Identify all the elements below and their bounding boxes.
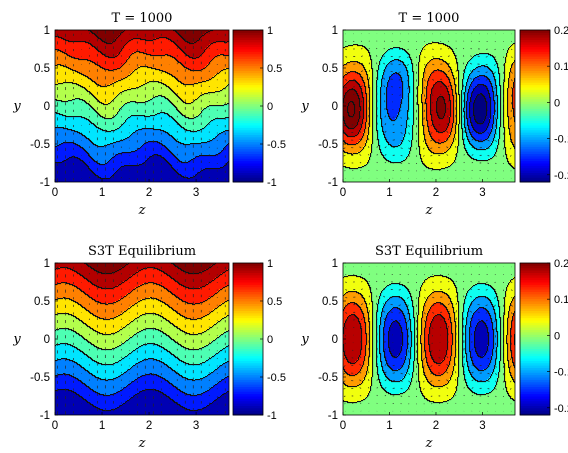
y-tick-label: 0.5: [322, 296, 338, 308]
colorbar-tick-label: 0.5: [267, 296, 282, 308]
y-axis-label: y: [12, 332, 21, 347]
quiver-3: [57, 263, 226, 415]
y-tick-label: -0.5: [318, 139, 338, 151]
panel-title: T = 1000: [112, 11, 173, 26]
x-tick-label: 2: [146, 420, 152, 432]
x-tick-label: 3: [479, 187, 485, 199]
y-tick-label: -0.5: [30, 139, 50, 151]
quiver-2: [343, 33, 513, 179]
y-tick-label: 1: [44, 258, 50, 270]
y-tick-label: 0: [44, 101, 50, 113]
y-axis-label: y: [300, 332, 309, 347]
y-tick-label: 1: [332, 258, 338, 270]
colorbar-tick-label: 1: [267, 258, 273, 270]
contour-lines-1: [55, 30, 229, 180]
colorbar-1: -1 -0.5 0 0.5 1: [232, 25, 286, 189]
y-tick-label: -0.5: [30, 372, 50, 384]
colorbar-2: -0.2 -0.1 0 0.1 0.2: [519, 25, 568, 183]
y-tick-label: 0: [332, 334, 338, 346]
y-tick-label: -1: [328, 177, 338, 189]
colorbar-tick-label: -0.2: [554, 170, 568, 182]
colorbar-tick-label: 0.2: [554, 258, 568, 270]
x-tick-label: 2: [433, 187, 439, 199]
x-tick-label: 3: [193, 420, 199, 432]
colorbar-tick-label: -0.5: [267, 139, 286, 151]
x-tick-label: 0: [52, 187, 58, 199]
panel-title: S3T Equilibrium: [375, 244, 483, 259]
colorbar-tick-label: 0: [267, 101, 273, 113]
colorbar-tick-label: -0.1: [554, 367, 568, 379]
colorbar-tick-label: 0: [267, 334, 273, 346]
panel-title: S3T Equilibrium: [88, 244, 196, 259]
y-axis-label: y: [300, 99, 309, 114]
x-tick-label: 0: [340, 420, 346, 432]
x-tick-label: 3: [479, 420, 485, 432]
contour-lines-4: [343, 275, 515, 404]
colorbar-tick-label: 1: [267, 25, 273, 37]
panel-1: 0 1 2 3 -1 -0.5 0 0.5 1 T = 1000 z y -1 -0.5 0 0.5 1: [12, 11, 286, 218]
x-tick-label: 2: [146, 187, 152, 199]
colorbar-tick-label: 0.5: [267, 63, 282, 75]
y-axis-label: y: [12, 99, 21, 114]
panel-2: 0 1 2 3 -1 -0.5 0 0.5 1 T = 1000 z y -0.2 -0.1 0 0.1 0.2: [300, 11, 568, 218]
y-tick-label: -0.5: [318, 372, 338, 384]
colorbar-tick-label: -0.5: [267, 372, 286, 384]
panel-3: 0 1 2 3 -1 -0.5 0 0.5 1 S3T Equilibrium z y -1 -0.5 0 0…: [12, 244, 286, 451]
quiver-4: [343, 266, 513, 412]
colorbar-tick-label: -0.2: [554, 403, 568, 415]
x-tick-label: 2: [433, 420, 439, 432]
x-tick-label: 1: [99, 420, 105, 432]
x-tick-label: 0: [52, 420, 58, 432]
y-tick-label: 0.5: [322, 63, 338, 75]
colorbar-tick-label: 0: [554, 97, 560, 109]
y-tick-label: -1: [40, 177, 50, 189]
x-axis-label: z: [138, 436, 146, 451]
colorbar-3: -1 -0.5 0 0.5 1: [232, 258, 286, 422]
quiver-1: [57, 30, 226, 182]
colorbar-tick-label: -1: [267, 177, 277, 189]
y-tick-label: 0: [44, 334, 50, 346]
y-tick-label: 1: [332, 25, 338, 37]
x-axis-label: z: [425, 203, 433, 218]
x-tick-label: 0: [340, 187, 346, 199]
x-tick-label: 1: [99, 187, 105, 199]
colorbar-tick-label: -0.1: [554, 134, 568, 146]
panel-title: T = 1000: [399, 11, 460, 26]
x-axis-label: z: [425, 436, 433, 451]
panel-4: 0 1 2 3 -1 -0.5 0 0.5 1 S3T Equilibrium z y -0.2 -0.1…: [300, 244, 568, 451]
y-tick-label: 0.5: [34, 296, 50, 308]
colorbar-tick-label: 0.1: [554, 61, 568, 73]
y-tick-label: -1: [40, 410, 50, 422]
y-tick-label: 1: [44, 25, 50, 37]
y-tick-label: 0: [332, 101, 338, 113]
y-tick-label: 0.5: [34, 63, 50, 75]
colorbar-tick-label: 0.1: [554, 294, 568, 306]
field-3: [55, 263, 229, 415]
x-axis-label: z: [138, 203, 146, 218]
colorbar-tick-label: -1: [267, 410, 277, 422]
colorbar-4: -0.2 -0.1 0 0.1 0.2: [519, 258, 568, 416]
y-tick-label: -1: [328, 410, 338, 422]
field-4: [343, 263, 515, 415]
colorbar-tick-label: 0.2: [554, 25, 568, 37]
colorbar-tick-label: 0: [554, 330, 560, 342]
x-tick-label: 3: [193, 187, 199, 199]
x-tick-label: 1: [386, 420, 392, 432]
x-tick-label: 1: [386, 187, 392, 199]
